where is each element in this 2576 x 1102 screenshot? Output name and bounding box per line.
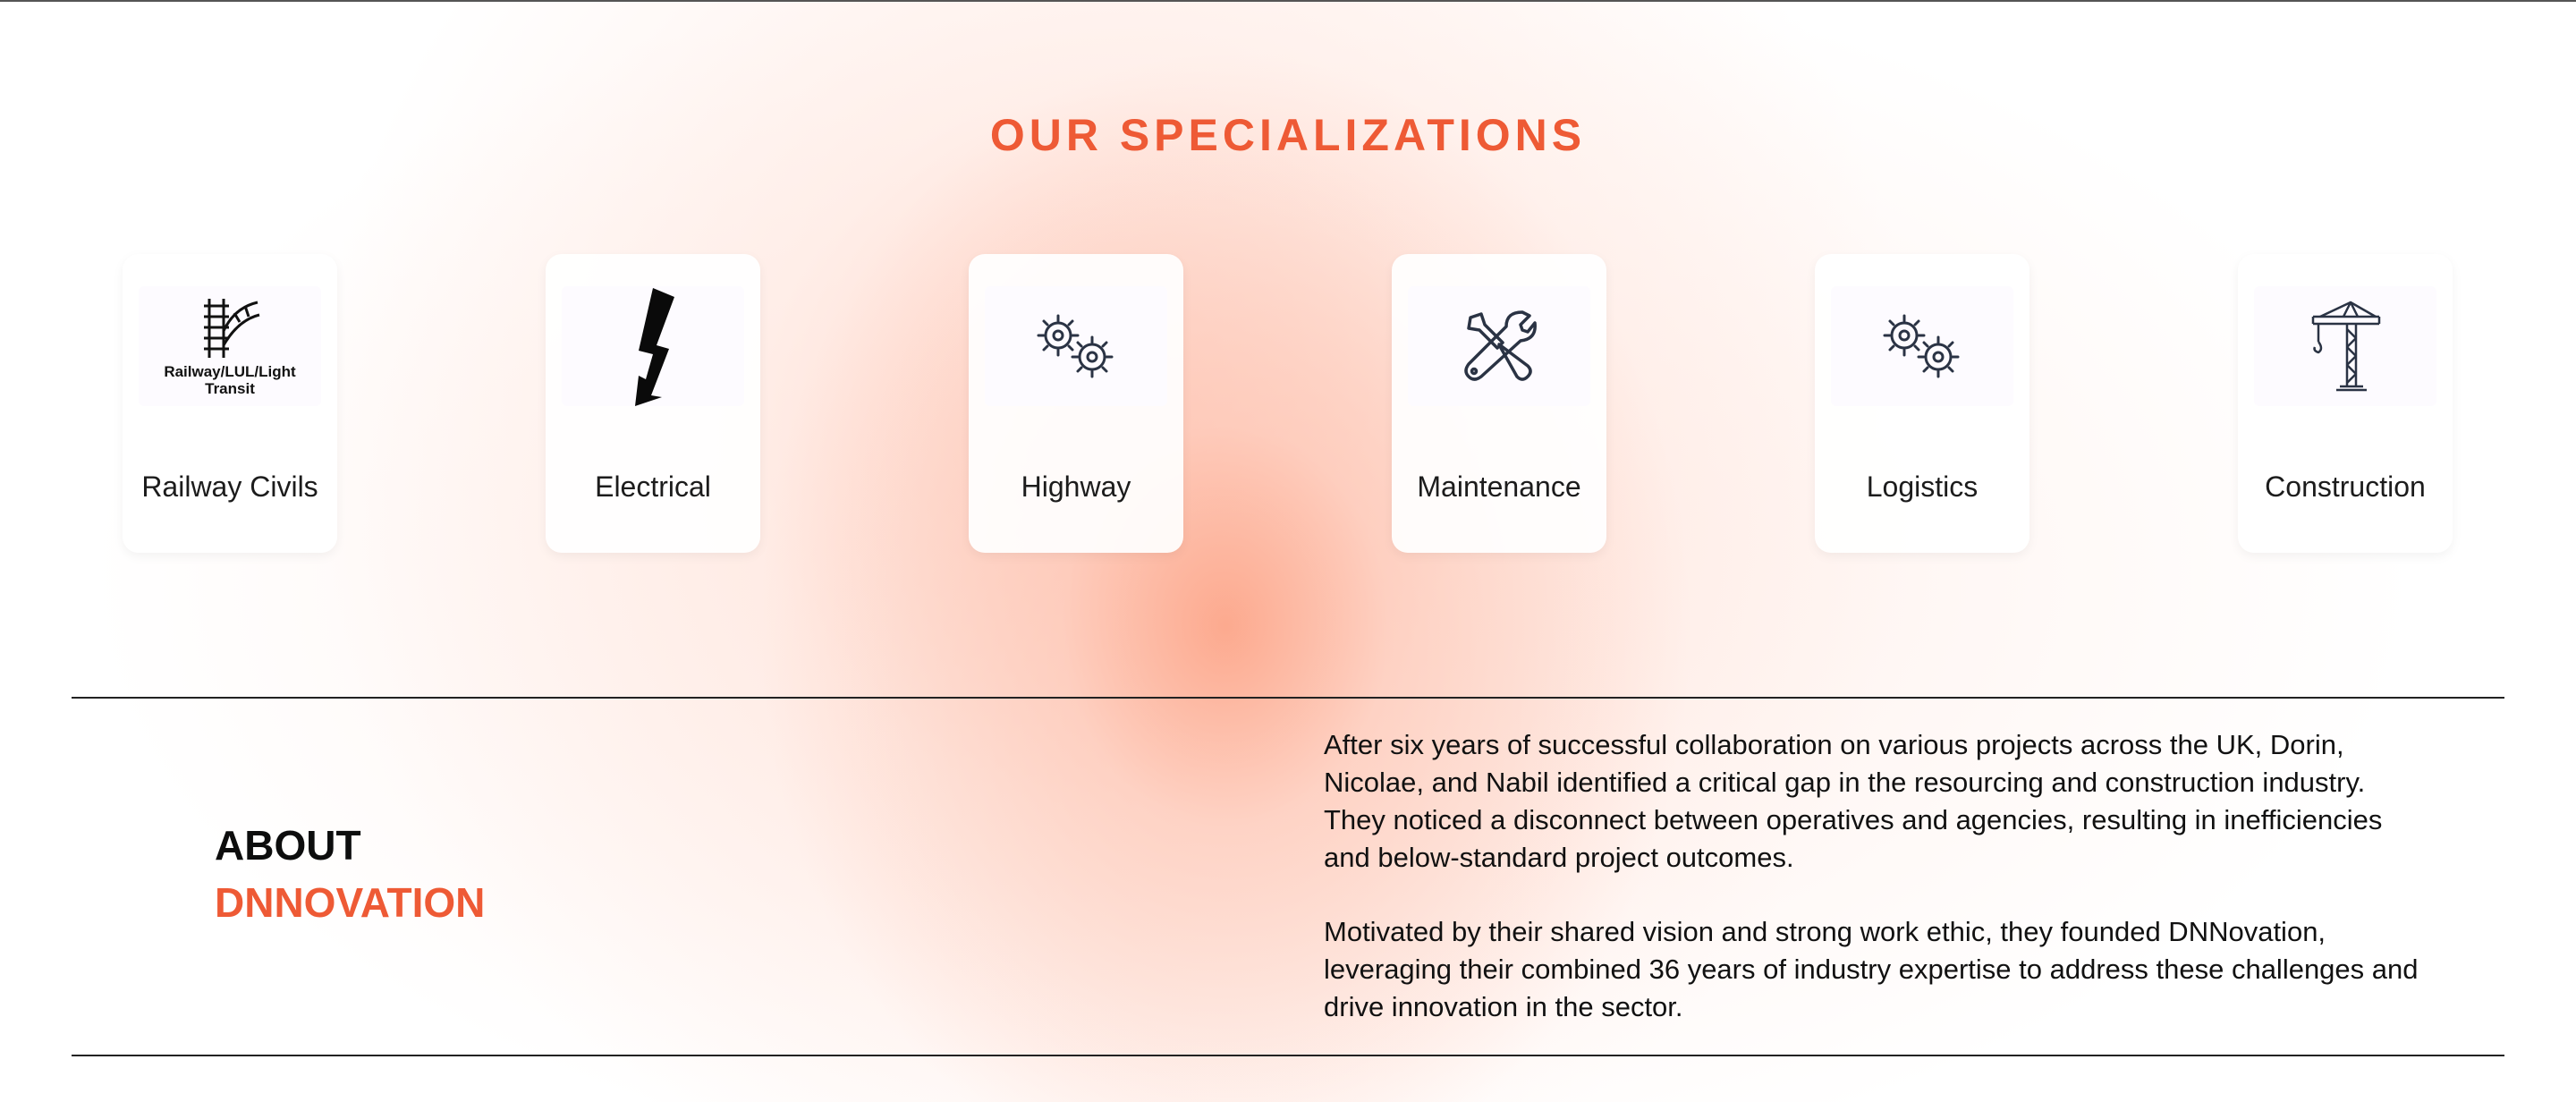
top-divider <box>0 0 2576 2</box>
card-icon-box <box>985 286 1167 406</box>
specialization-card-highway[interactable]: Highway <box>969 254 1183 553</box>
railway-track-icon <box>204 299 260 358</box>
lightning-bolt-icon <box>635 288 674 406</box>
wrench-screwdriver-icon <box>1464 310 1537 381</box>
card-icon-box <box>1408 286 1590 406</box>
section-title: OUR SPECIALIZATIONS <box>989 110 1587 160</box>
card-icon-box <box>562 286 744 406</box>
about-paragraph-1: After six years of successful collaborat… <box>1324 729 2383 873</box>
gears-icon <box>1037 314 1114 378</box>
specialization-card-maintenance[interactable]: Maintenance <box>1392 254 1606 553</box>
section-divider-bottom <box>72 1055 2504 1056</box>
card-icon-box <box>1831 286 2013 406</box>
gears-icon <box>1883 314 1960 378</box>
railway-caption: Railway/LUL/Light Transit <box>164 363 296 397</box>
card-title: Railway Civils <box>141 470 318 503</box>
specialization-card-construction[interactable]: Construction <box>2238 254 2453 553</box>
crane-icon <box>2311 301 2381 392</box>
section-divider-top <box>72 697 2504 699</box>
card-icon-box: Railway/LUL/Light Transit <box>139 286 321 406</box>
specialization-card-railway-civils[interactable]: Railway/LUL/Light Transit Railway Civils <box>123 254 337 553</box>
card-title: Maintenance <box>1417 470 1581 503</box>
card-title: Logistics <box>1866 470 1979 503</box>
card-icon-box <box>2254 286 2436 406</box>
specialization-card-electrical[interactable]: Electrical <box>546 254 760 553</box>
about-heading-line1: ABOUT <box>215 822 361 869</box>
specialization-card-logistics[interactable]: Logistics <box>1815 254 2029 553</box>
card-title: Electrical <box>595 470 711 503</box>
about-paragraph-2: Motivated by their shared vision and str… <box>1324 916 2419 1022</box>
about-heading-line2: DNNOVATION <box>215 879 486 926</box>
card-title: Construction <box>2265 470 2426 503</box>
card-title: Highway <box>1021 470 1131 503</box>
